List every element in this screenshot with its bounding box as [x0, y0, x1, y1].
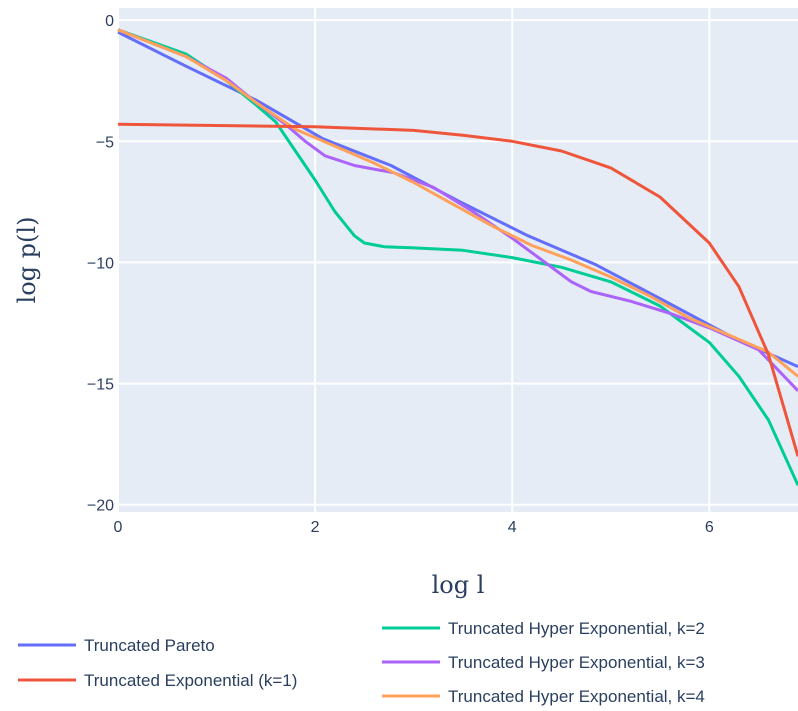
series-line-3 [117, 28, 798, 486]
y-axis-title-text: log p(l) [13, 217, 41, 304]
legend-label-3[interactable]: Truncated Hyper Exponential, k=2 [448, 619, 705, 638]
series-line-1 [117, 30, 798, 368]
grid-lines [117, 8, 798, 512]
legend: Truncated Pareto Truncated Exponential (k… [18, 619, 705, 706]
x-tick-label: 6 [705, 519, 714, 536]
legend-label-5[interactable]: Truncated Hyper Exponential, k=4 [448, 687, 705, 706]
y-axis-title: log p(l) [13, 217, 41, 304]
x-tick-label: 2 [311, 519, 320, 536]
y-tick-label: −10 [87, 255, 114, 272]
legend-label-1[interactable]: Truncated Pareto [84, 636, 215, 655]
series-line-5 [117, 28, 798, 378]
plot-background [118, 8, 798, 512]
tick-labels: 0 2 4 6 0 −5 −10 −15 −20 [87, 13, 714, 536]
y-tick-label: 0 [105, 13, 114, 30]
x-axis-title-text: log l [432, 571, 485, 599]
series-lines [117, 28, 798, 486]
legend-label-4[interactable]: Truncated Hyper Exponential, k=3 [448, 653, 705, 672]
y-tick-label: −15 [87, 377, 114, 394]
y-tick-label: −5 [96, 134, 114, 151]
x-tick-label: 0 [114, 519, 123, 536]
legend-label-2[interactable]: Truncated Exponential (k=1) [84, 671, 297, 690]
series-line-2 [117, 122, 798, 457]
y-tick-label: −20 [87, 498, 114, 515]
x-tick-label: 4 [508, 519, 517, 536]
x-axis-title: log l [432, 571, 485, 599]
